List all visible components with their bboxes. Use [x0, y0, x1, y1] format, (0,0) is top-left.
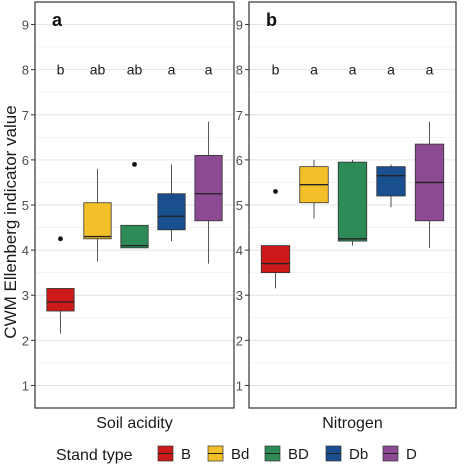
y-tick-label: 9 — [22, 18, 29, 33]
y-tick-label: 6 — [22, 153, 29, 168]
significance-letter: a — [349, 62, 357, 78]
y-tick-label: 8 — [236, 63, 243, 78]
y-tick-label: 7 — [22, 108, 29, 123]
legend-label: Bd — [231, 446, 249, 463]
x-axis-title: Soil acidity — [96, 415, 172, 432]
panel-nitrogen: 1 2 3 4 5 6 7 8 9 b a a a a b Nitrogen — [236, 1, 457, 432]
significance-letter: a — [387, 62, 395, 78]
y-tick-label: 6 — [236, 153, 243, 168]
y-tick-label: 2 — [236, 333, 243, 348]
y-tick-label: 4 — [236, 243, 243, 258]
y-tick-label: 7 — [236, 108, 243, 123]
outlier-point — [132, 162, 137, 167]
box-bd — [83, 202, 112, 240]
significance-letter: b — [57, 62, 65, 78]
box-d — [194, 154, 223, 222]
significance-letter: ab — [90, 62, 106, 78]
significance-letter: ab — [127, 62, 143, 78]
legend: Stand type B Bd BD Db D — [56, 445, 417, 464]
panel-border — [34, 1, 235, 409]
significance-letter: a — [426, 62, 434, 78]
box-b — [46, 288, 75, 312]
significance-letter: a — [310, 62, 318, 78]
legend-label: B — [181, 446, 191, 463]
y-tick-label: 5 — [22, 198, 29, 213]
y-tick-label: 4 — [22, 243, 29, 258]
significance-letter: a — [168, 62, 176, 78]
legend-label: D — [406, 446, 417, 463]
legend-label: BD — [288, 446, 309, 463]
y-tick-label: 1 — [236, 378, 243, 393]
y-tick-label: 3 — [236, 288, 243, 303]
panel-tag: b — [266, 10, 277, 30]
box-b — [260, 245, 291, 274]
outlier-point — [273, 189, 278, 194]
panel-soil-acidity: 1 2 3 4 5 6 7 8 9 b ab ab a a a Soil acidity — [22, 1, 235, 432]
x-axis-title: Nitrogen — [322, 415, 382, 432]
y-tick-label: 5 — [236, 198, 243, 213]
outlier-point — [58, 236, 63, 242]
y-tick-label: 9 — [236, 18, 243, 33]
panel-border — [248, 1, 457, 409]
significance-letter: a — [205, 62, 213, 78]
box-db — [376, 166, 406, 197]
box-bd — [120, 224, 149, 249]
y-tick-label: 8 — [22, 63, 29, 78]
legend-title: Stand type — [56, 447, 133, 464]
legend-label: Db — [349, 446, 368, 463]
panel-tag: a — [52, 10, 63, 30]
y-tick-label: 1 — [22, 378, 29, 393]
y-axis-title: CWM Ellenberg indicator value — [1, 105, 20, 338]
y-tick-label: 3 — [22, 288, 29, 303]
box-bd — [337, 161, 368, 242]
significance-letter: b — [272, 62, 280, 78]
box-db — [157, 193, 186, 231]
y-tick-label: 2 — [22, 333, 29, 348]
